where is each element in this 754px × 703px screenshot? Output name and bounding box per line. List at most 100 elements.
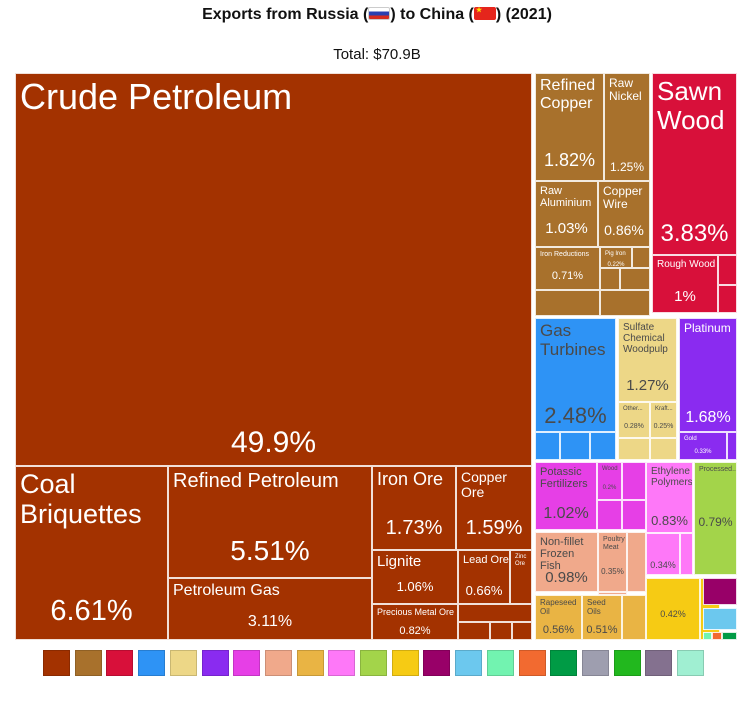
treemap-tile[interactable]: Sawn Wood 3.83% [652,73,737,255]
treemap-tile[interactable]: Zinc Ore [510,550,532,604]
tile-label: Raw Nickel [609,76,642,104]
legend-swatch[interactable] [677,650,704,676]
legend-swatch[interactable] [43,650,70,676]
treemap-tile-unlabeled[interactable] [632,247,650,268]
tile-value: 0.79% [698,515,733,529]
treemap-tile[interactable]: Gas Turbines 2.48% [535,318,616,432]
treemap-tile-unlabeled[interactable] [535,432,560,460]
tile-label: Pig Iron [605,251,626,257]
treemap-tile-unlabeled[interactable] [712,632,722,640]
treemap-tile[interactable]: Iron Ore 1.73% [372,466,456,550]
treemap-tile[interactable]: Non-fillet Frozen Fish 0.98% [535,532,598,592]
treemap-tile[interactable]: Copper Wire 0.86% [598,181,650,247]
treemap-tile-unlabeled[interactable] [622,462,646,500]
legend-swatch[interactable] [74,650,102,676]
treemap-tile[interactable]: Raw Aluminium 1.03% [535,181,598,247]
treemap-tile[interactable]: Potassic Fertilizers 1.02% [535,462,597,530]
treemap-tile-unlabeled[interactable] [600,268,620,290]
treemap-tile-unlabeled[interactable] [703,632,712,640]
treemap-tile-unlabeled[interactable] [718,285,737,313]
tile-value: 0.86% [604,222,644,238]
tile-value: 1.82% [543,150,596,170]
legend-swatch[interactable] [550,650,578,676]
tile-value: 0.42% [660,609,686,619]
legend-swatch[interactable] [201,650,229,676]
treemap-tile[interactable]: Crude Petroleum 49.9% [15,73,532,466]
treemap-tile[interactable]: Poultry Meat 0.35% [598,532,627,592]
legend-swatch[interactable] [455,650,483,676]
treemap-tile-unlabeled[interactable] [622,500,646,530]
treemap-tile[interactable]: Ethylene Polymers 0.83% [646,462,693,533]
treemap-tile[interactable]: Rough Wood 1% [652,255,718,313]
treemap-tile[interactable]: Coal Briquettes 6.61% [15,466,168,640]
legend-swatch[interactable] [581,650,609,676]
treemap-tile-unlabeled[interactable] [600,290,650,316]
treemap-tile[interactable]: Petroleum Gas 3.11% [168,578,372,640]
tile-value: 0.28% [624,423,644,430]
legend-swatch[interactable] [391,650,419,676]
tile-label: Poultry Meat [603,536,625,551]
legend-swatch[interactable] [486,650,514,676]
treemap-tile[interactable]: 0.34% [646,533,680,575]
treemap-tile[interactable]: Wood 0.2% [597,462,622,500]
tile-label: Rough Wood [657,259,716,270]
treemap-tile[interactable]: Platinum 1.68% [679,318,737,432]
treemap-tile-unlabeled[interactable] [590,432,616,460]
treemap-tile-unlabeled[interactable] [650,438,677,460]
treemap-tile[interactable]: Iron Reductions 0.71% [535,247,600,290]
legend-swatch[interactable] [423,650,451,676]
treemap-tile[interactable]: Kraft... 0.25% [650,402,677,438]
legend-swatch[interactable] [645,650,673,676]
treemap-tile-unlabeled[interactable] [727,432,737,460]
legend-swatch[interactable] [613,650,641,676]
treemap-tile-unlabeled[interactable] [703,578,737,605]
treemap-tile-unlabeled[interactable] [622,595,646,640]
treemap-tile-unlabeled[interactable] [620,268,650,290]
treemap-tile[interactable]: Lead Ore 0.66% [458,550,510,604]
treemap-tile-unlabeled[interactable] [560,432,590,460]
treemap-tile-unlabeled[interactable] [703,608,737,630]
legend-swatch[interactable] [233,650,261,676]
treemap-tile[interactable]: Raw Nickel 1.25% [604,73,650,181]
treemap-tile[interactable]: Refined Petroleum 5.51% [168,466,372,578]
legend-swatch[interactable] [296,650,324,676]
treemap-tile-unlabeled[interactable] [627,532,646,592]
legend-swatch[interactable] [106,650,134,676]
treemap-tile[interactable]: Processed... 0.79% [694,462,737,575]
treemap-tile[interactable]: Rapeseed Oil 0.56% [535,595,582,640]
legend-swatch[interactable] [360,650,387,676]
treemap-tile[interactable]: Seed Oils 0.51% [582,595,622,640]
treemap-tile-unlabeled[interactable] [490,622,512,640]
treemap-tile-unlabeled[interactable] [680,533,693,575]
treemap-tile-unlabeled[interactable] [618,438,650,460]
tile-value: 1.59% [465,517,523,539]
tile-label: Precious Metal Ore [377,607,455,617]
treemap-tile[interactable]: Lignite 1.06% [372,550,458,604]
treemap-tile-unlabeled[interactable] [458,604,532,622]
treemap-tile-unlabeled[interactable] [722,632,737,640]
legend-swatch[interactable] [138,650,166,676]
treemap-tile[interactable]: Other... 0.28% [618,402,650,438]
treemap-tile[interactable]: Copper Ore 1.59% [456,466,532,550]
treemap-tile-unlabeled[interactable] [598,592,627,595]
tile-value: 0.66% [465,583,503,598]
treemap-tile[interactable]: Pig Iron 0.22% [600,247,632,268]
treemap-tile[interactable]: Refined Copper 1.82% [535,73,604,181]
treemap-tile[interactable]: Sulfate Chemical Woodpulp 1.27% [618,318,677,402]
treemap-tile[interactable]: 0.42% [646,578,700,640]
tile-label: Lead Ore [463,554,509,566]
treemap-tile-unlabeled[interactable] [458,622,490,640]
treemap-tile[interactable]: Precious Metal Ore 0.82% [372,604,458,640]
treemap-tile-unlabeled[interactable] [597,500,622,530]
treemap-tile-unlabeled[interactable] [535,290,600,316]
tile-value: 0.82% [399,625,431,637]
legend-swatch[interactable] [328,650,356,676]
treemap-tile-unlabeled[interactable] [718,255,737,285]
tile-value: 49.9% [230,426,317,459]
legend-swatch[interactable] [264,650,292,676]
treemap-tile-unlabeled[interactable] [512,622,532,640]
tile-value: 0.2% [602,485,617,491]
legend-swatch[interactable] [169,650,197,676]
legend-swatch[interactable] [518,650,546,676]
treemap-tile[interactable]: Gold 0.33% [679,432,727,460]
